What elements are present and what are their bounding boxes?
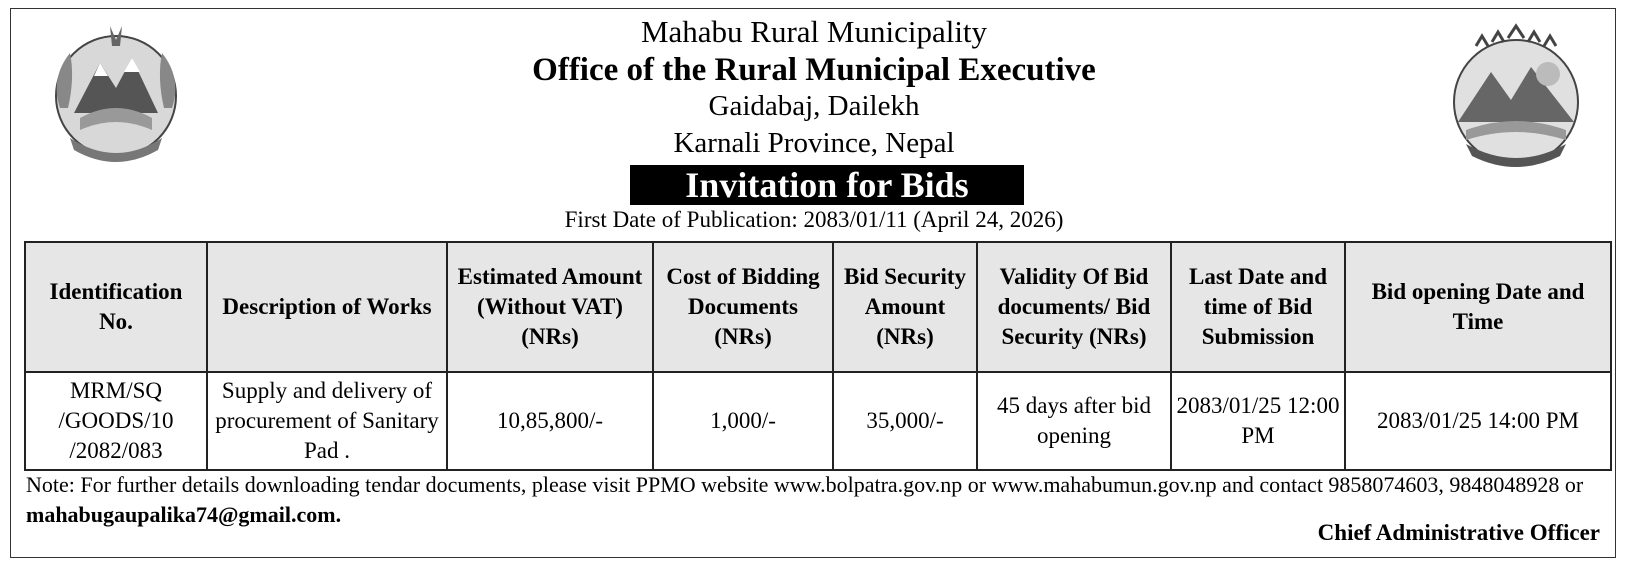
column-header: Description of Works [206,241,448,373]
publication-date: First Date of Publication: 2083/01/11 (A… [564,207,1064,232]
cell-bid-opening: 2083/01/25 14:00 PM [1344,371,1612,471]
cell-document-cost: 1,000/- [652,371,834,471]
notice-frame [10,8,1616,558]
address-line-1: Gaidabaj, Dailekh [708,90,920,122]
note-body: Note: For further details downloading te… [26,472,1584,497]
notice-banner: Invitation for Bids [630,165,1024,205]
column-header: Last Date and time of Bid Submission [1170,241,1346,373]
office-title: Office of the Rural Municipal Executive [532,52,1096,88]
mahabu-rural-municipality-logo-icon [1453,23,1579,167]
column-header: Validity Of Bid documents/ Bid Security … [976,241,1172,373]
cell-last-submission: 2083/01/25 12:00 PM [1170,371,1346,471]
column-header: Bid Security Amount (NRs) [832,241,978,373]
cell-bid-security: 35,000/- [832,371,978,471]
table-header-row: Identification No. Description of Works … [24,241,1612,373]
column-header: Estimated Amount (Without VAT) (NRs) [446,241,654,373]
column-header: Bid opening Date and Time [1344,241,1612,373]
address-line-2: Karnali Province, Nepal [673,127,955,159]
note-text: Note: For further details downloading te… [26,470,1616,530]
contact-email-link[interactable]: mahabugaupalika74@gmail.com. [26,502,342,527]
cell-description: Supply and delivery of procurement of Sa… [206,371,448,471]
municipality-name: Mahabu Rural Municipality [640,14,988,49]
column-header: Identification No. [24,241,208,373]
cell-id-no: MRM/SQ /GOODS/10 /2082/083 [24,371,208,471]
signatory: Chief Administrative Officer [1317,520,1600,545]
cell-estimated-amount: 10,85,800/- [446,371,654,471]
column-header: Cost of Bidding Documents (NRs) [652,241,834,373]
table-row: MRM/SQ /GOODS/10 /2082/083 Supply and de… [24,371,1612,471]
nepal-government-emblem-icon [55,26,177,162]
bid-table: Identification No. Description of Works … [24,241,1612,471]
cell-validity: 45 days after bid opening [976,371,1172,471]
